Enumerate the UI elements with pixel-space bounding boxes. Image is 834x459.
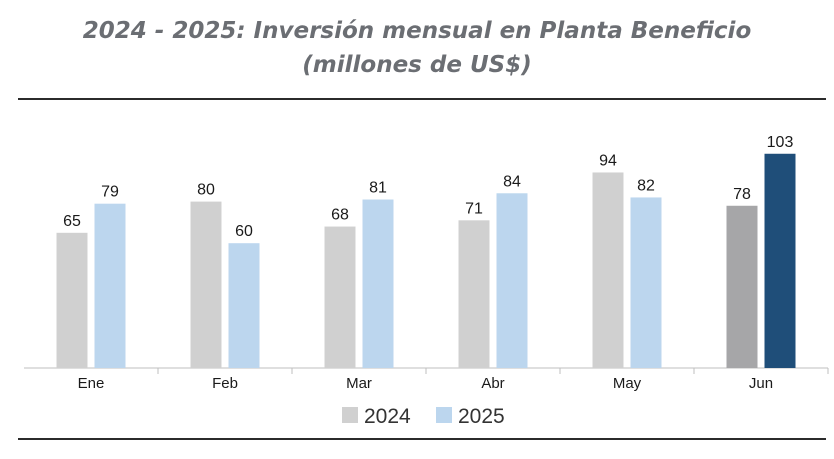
data-label-2025-May: 82 — [637, 177, 655, 194]
chart-title-line1: 2024 - 2025: Inversión mensual en Planta… — [82, 18, 752, 44]
data-label-2025-Feb: 60 — [235, 223, 253, 240]
bar-2025-May — [630, 197, 662, 368]
data-label-2025-Jun: 103 — [767, 134, 794, 151]
x-tick-label: Jun — [749, 375, 773, 392]
bar-2025-Mar — [362, 199, 394, 368]
legend-swatch-2024 — [342, 407, 358, 423]
data-label-2024-Feb: 80 — [197, 182, 215, 199]
x-tick-label: Ene — [78, 375, 105, 392]
data-label-2024-Mar: 68 — [331, 207, 349, 224]
bottom-rule — [18, 438, 826, 440]
x-tick-label: Feb — [212, 375, 238, 392]
data-label-2025-Mar: 81 — [369, 180, 387, 197]
chart-title: 2024 - 2025: Inversión mensual en Planta… — [0, 14, 834, 82]
bar-2024-May — [592, 172, 624, 368]
bar-2024-Feb — [190, 201, 222, 368]
data-label-2025-Abr: 84 — [503, 173, 521, 190]
bar-2024-Mar — [324, 226, 356, 368]
bar-2024-Ene — [56, 232, 88, 368]
x-tick-label: Mar — [346, 375, 372, 392]
bar-2025-Feb — [228, 243, 260, 368]
bar-2025-Abr — [496, 193, 528, 368]
bar-2025-Ene — [94, 203, 126, 368]
x-tick-label: May — [613, 375, 642, 392]
data-label-2025-Ene: 79 — [101, 184, 119, 201]
data-label-2024-May: 94 — [599, 152, 617, 169]
legend-label-2024: 2024 — [364, 405, 411, 428]
legend-label-2025: 2025 — [458, 405, 505, 428]
bar-2024-Jun — [726, 205, 758, 368]
data-label-2024-Abr: 71 — [465, 200, 483, 217]
top-rule — [18, 98, 826, 100]
legend-swatch-2025 — [436, 407, 452, 423]
bar-2024-Abr — [458, 220, 490, 368]
x-tick-label: Abr — [481, 375, 504, 392]
bar-2025-Jun — [764, 153, 796, 368]
data-label-2024-Ene: 65 — [63, 213, 81, 230]
data-label-2024-Jun: 78 — [733, 186, 751, 203]
chart-subtitle: (millones de US$) — [302, 52, 532, 78]
